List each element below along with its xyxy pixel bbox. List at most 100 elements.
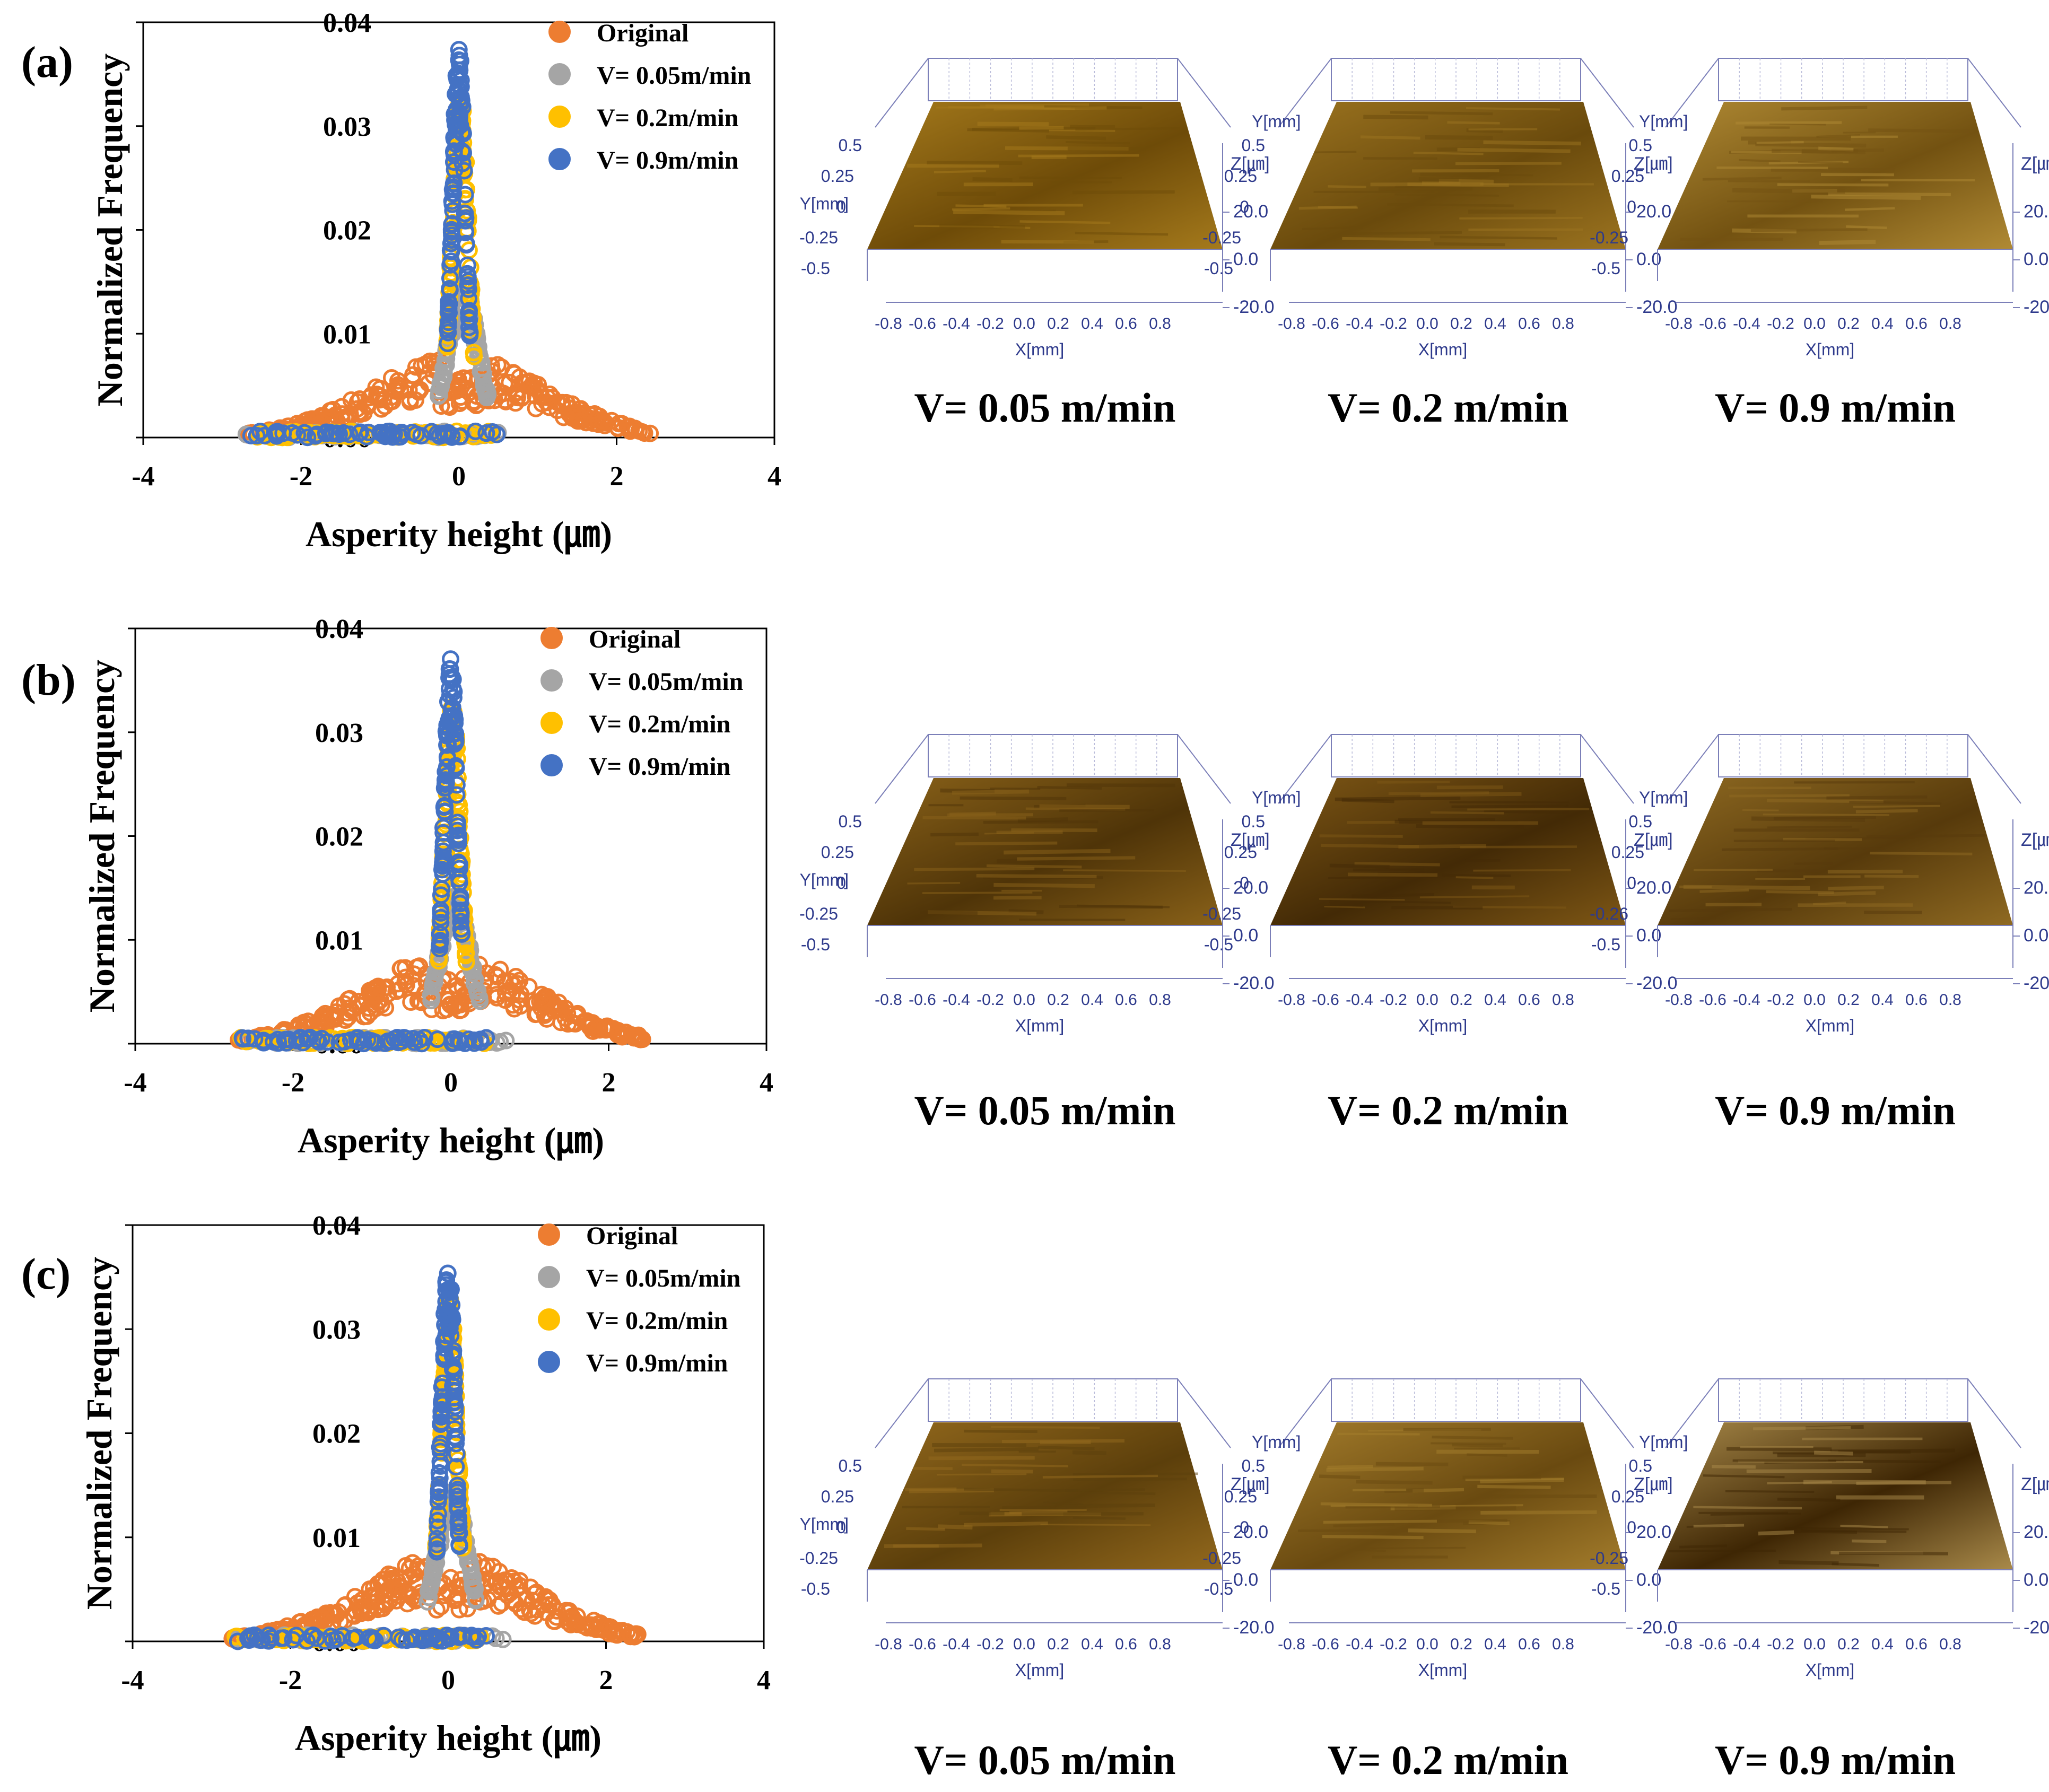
- data-point: [447, 724, 465, 742]
- surface-streak: [952, 789, 1029, 795]
- surface-x-tick: 0.4: [1484, 991, 1506, 1009]
- surface-edge: [1278, 1378, 1332, 1448]
- surface-x-label: X[mm]: [1015, 1016, 1064, 1035]
- surface-z-tick: 20.0: [1233, 202, 1268, 222]
- surface-streak: [1477, 1484, 1551, 1489]
- surface-z-tick: -20.0: [1233, 1618, 1275, 1638]
- data-point: [452, 913, 470, 931]
- data-point: [538, 388, 556, 406]
- data-point: [457, 947, 475, 965]
- data-point: [251, 1631, 269, 1649]
- data-point: [432, 1415, 450, 1433]
- scatter-series-group: [223, 1264, 647, 1650]
- surface-y-tick: 0: [1240, 1518, 1249, 1537]
- surface-streak: [1360, 135, 1420, 140]
- surface-x-tick: -0.4: [943, 1636, 970, 1653]
- surface-x-tick: 0.4: [1871, 1636, 1894, 1653]
- surface-streak: [1467, 808, 1590, 811]
- surface-streak: [1073, 1516, 1126, 1520]
- data-point: [494, 1630, 512, 1648]
- surface-streak: [1813, 902, 1846, 906]
- data-point: [504, 976, 522, 994]
- surface-x-tick: 0.8: [1939, 315, 1961, 333]
- data-point: [449, 1500, 467, 1518]
- surface-plot: -0.8 -0.6 -0.4 -0.2 0.0 0.2 0.4 0.6 0.8 X[mm] 0.5 0…: [799, 1378, 1275, 1783]
- surface-x-tick: -0.6: [909, 315, 936, 333]
- data-point: [229, 1632, 247, 1650]
- surface-caption: V= 0.2 m/min: [1328, 1087, 1568, 1133]
- data-point: [489, 1597, 507, 1615]
- surface-streak: [952, 207, 1010, 211]
- data-point: [448, 821, 466, 840]
- data-point: [461, 1561, 479, 1579]
- data-point: [446, 707, 464, 725]
- surface-x-tick: 0.0: [1416, 991, 1438, 1009]
- surface-streak: [991, 1469, 1033, 1474]
- surface-streak: [1702, 177, 1782, 181]
- data-point: [450, 1601, 468, 1619]
- surface-y-tick: -0.5: [1204, 259, 1233, 278]
- data-point: [239, 1029, 257, 1047]
- surface-streak: [1378, 186, 1473, 191]
- data-point: [437, 763, 455, 781]
- legend-marker: [538, 1308, 560, 1331]
- x-tick-label: 0: [444, 1068, 458, 1098]
- data-point: [633, 423, 651, 441]
- data-point: [391, 428, 409, 446]
- legend-marker: [548, 21, 571, 43]
- data-point: [483, 362, 501, 380]
- data-point: [477, 424, 495, 442]
- legend-marker: [540, 627, 563, 649]
- data-point: [440, 660, 458, 678]
- data-point: [517, 1590, 535, 1608]
- data-point: [406, 1628, 424, 1646]
- data-point: [341, 425, 359, 443]
- surface-streak: [1712, 1465, 1756, 1469]
- data-point: [431, 934, 449, 952]
- surface-caption: V= 0.2 m/min: [1328, 384, 1568, 431]
- surface-edge: [875, 734, 929, 804]
- legend: Original V= 0.05m/min V= 0.2m/min V= 0.9m/m…: [548, 19, 751, 174]
- data-point: [469, 1628, 487, 1646]
- data-point: [382, 1570, 400, 1588]
- surface-streak: [1852, 1539, 1887, 1543]
- data-point: [478, 381, 496, 399]
- surface-caption: V= 0.9 m/min: [1715, 1737, 1956, 1783]
- surface-streak: [1413, 151, 1484, 155]
- data-point: [313, 1029, 331, 1047]
- surface-streak: [1473, 869, 1571, 872]
- surface-y-tick: 0: [1240, 873, 1249, 893]
- data-point: [569, 1004, 587, 1022]
- surface-x-tick: 0.6: [1905, 1636, 1928, 1653]
- y-tick-label: 0.02: [323, 216, 371, 246]
- data-point: [511, 1577, 529, 1595]
- surface-edge: [875, 1378, 929, 1448]
- data-point: [609, 419, 627, 438]
- surface-y-label: Y[mm]: [1252, 112, 1301, 131]
- legend-marker: [538, 1351, 560, 1373]
- surface-streak: [1391, 906, 1483, 910]
- surface-streak: [1755, 142, 1867, 148]
- data-point: [449, 831, 467, 849]
- surface-streak: [1387, 203, 1514, 207]
- surface-streak: [1455, 162, 1562, 165]
- data-point: [433, 1406, 451, 1424]
- data-point: [456, 222, 474, 240]
- surface-streak: [906, 1527, 945, 1531]
- scatter-series-group: [230, 650, 651, 1053]
- data-point: [528, 1601, 546, 1619]
- data-point: [459, 276, 477, 294]
- data-point: [429, 1505, 447, 1523]
- surface-x-tick: -0.2: [1380, 315, 1407, 333]
- surface-x-tick: -0.2: [1380, 1636, 1407, 1653]
- data-point: [317, 424, 335, 442]
- data-point: [444, 1358, 462, 1376]
- data-point: [438, 725, 456, 744]
- surface-z-tick: 0.0: [2024, 1570, 2048, 1590]
- data-point: [272, 1629, 290, 1647]
- surface-edge: [1580, 1378, 1634, 1448]
- data-point: [308, 425, 326, 443]
- surface-streak: [949, 811, 996, 817]
- surface-x-tick: 0.4: [1081, 991, 1103, 1009]
- data-point: [444, 1388, 463, 1406]
